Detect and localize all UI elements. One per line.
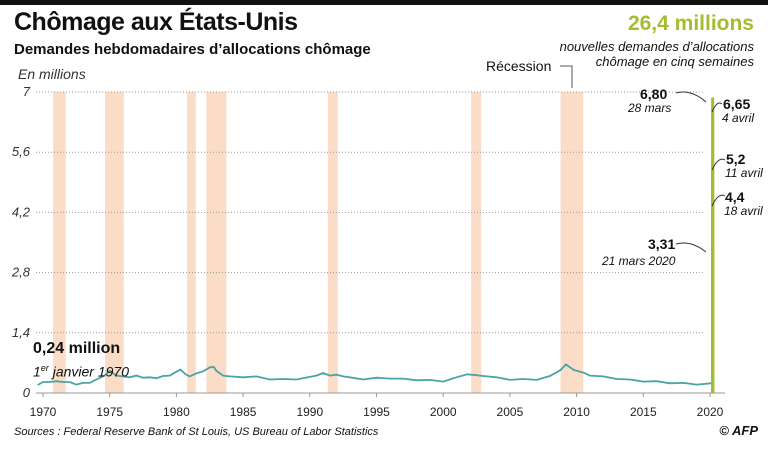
x-tick-label: 2020	[697, 405, 724, 419]
annotation-arrow	[675, 91, 707, 103]
date-day: 1	[33, 363, 41, 380]
recession-band	[187, 92, 196, 393]
x-tick-label: 2005	[497, 405, 524, 419]
annotation-arrow	[711, 102, 723, 113]
chart-title: Chômage aux États-Unis	[14, 8, 298, 36]
x-tick-label: 1985	[230, 405, 257, 419]
highlight-value: 26,4 millions	[627, 12, 754, 35]
recession-label: Récession	[486, 58, 552, 74]
recession-band	[105, 92, 124, 393]
recession-band	[471, 92, 482, 393]
annotation-value: 6,80	[640, 86, 668, 102]
recession-label-bracket	[560, 65, 573, 88]
x-tick-label: 1975	[96, 405, 123, 419]
x-tick-label: 1990	[296, 405, 323, 419]
annotation-date: 11 avril	[725, 166, 763, 180]
x-tick-label: 1980	[163, 405, 190, 419]
annotation-value: 3,31	[648, 236, 676, 252]
annotation-date: 1er janvier 1970	[33, 360, 129, 380]
x-tick-label: 1970	[30, 405, 57, 419]
date-text: janvier 1970	[48, 363, 129, 380]
y-tick-label: 4,2	[12, 204, 31, 219]
recession-band	[53, 92, 66, 393]
recession-band	[560, 92, 584, 393]
date-sup: er	[40, 363, 49, 373]
series-line-weekly-claims	[37, 363, 712, 386]
highlight-note: nouvelles demandes d’allocations chômage…	[559, 39, 754, 69]
top-bar	[0, 0, 768, 5]
annotation-date: 21 mars 2020	[602, 254, 676, 268]
x-tick-label: 1995	[363, 405, 390, 419]
y-tick-label: 5,6	[12, 144, 31, 159]
y-tick-label: 2,8	[11, 265, 31, 280]
annotation-value: 0,24 million	[33, 340, 121, 357]
chart-subtitle: Demandes hebdomadaires d’allocations chô…	[14, 41, 371, 58]
y-tick-label: 7	[23, 84, 31, 99]
annotation-date: 4 avril	[722, 111, 755, 125]
annotation-value: 4,4	[725, 189, 745, 205]
unit-label: En millions	[18, 66, 86, 82]
annotation-value: 5,2	[726, 151, 746, 167]
x-tick-label: 2015	[630, 405, 657, 419]
recession-band	[327, 92, 338, 393]
annotation-value: 6,65	[723, 96, 751, 112]
annotation-arrow	[675, 242, 707, 253]
annotation-arrow	[711, 158, 726, 171]
x-tick-label: 2000	[430, 405, 457, 419]
annotation-date: 18 avril	[724, 204, 763, 218]
afp-logo: © AFP	[719, 423, 758, 438]
y-tick-label: 1,4	[12, 325, 30, 340]
x-tick-label: 2010	[563, 405, 590, 419]
y-tick-label: 0	[23, 385, 31, 400]
sources: Sources : Federal Reserve Bank of St Lou…	[14, 426, 379, 438]
recession-band	[206, 92, 227, 393]
annotation-arrow	[711, 194, 726, 207]
annotation-date: 28 mars	[628, 101, 672, 115]
